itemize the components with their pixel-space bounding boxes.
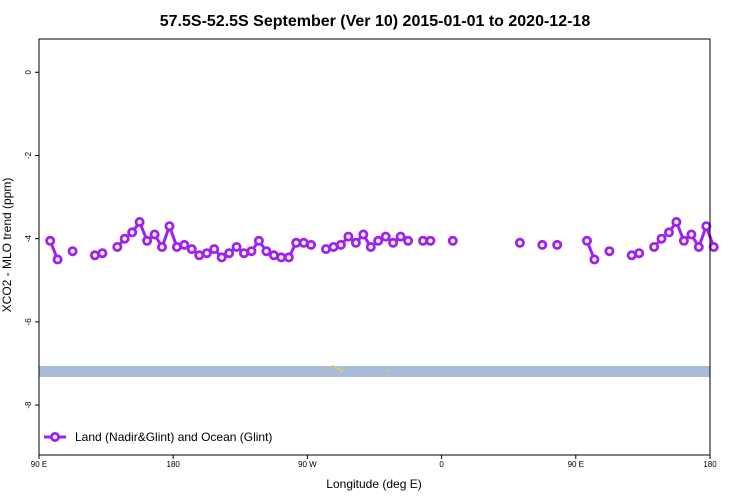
- data-point: [156, 241, 167, 252]
- x-tick-label: 180: [703, 460, 717, 469]
- x-tick-label: 180: [167, 460, 181, 469]
- data-point: [186, 244, 197, 255]
- x-tick-label: 90 W: [298, 460, 317, 469]
- legend-label: Land (Nadir&Glint) and Ocean (Glint): [75, 430, 272, 444]
- data-point: [343, 231, 354, 242]
- data-point: [261, 246, 272, 257]
- data-point: [231, 241, 242, 252]
- data-point: [335, 239, 346, 250]
- data-point: [224, 248, 235, 259]
- data-point: [552, 239, 563, 250]
- legend-marker: [50, 431, 61, 442]
- data-point: [209, 244, 220, 255]
- land-band: [39, 366, 710, 377]
- data-point: [656, 233, 667, 244]
- data-point: [425, 235, 436, 246]
- x-tick-label: 90 E: [568, 460, 584, 469]
- data-point: [395, 231, 406, 242]
- x-tick-label: 90 E: [31, 460, 47, 469]
- data-point: [678, 235, 689, 246]
- y-axis-label: XCO2 - MLO trend (ppm): [0, 178, 14, 313]
- y-tick-label: -2: [24, 151, 33, 159]
- y-tick-label: -8: [24, 401, 33, 409]
- data-point: [201, 248, 212, 259]
- data-point: [589, 254, 600, 265]
- data-point: [350, 237, 361, 248]
- data-point: [179, 239, 190, 250]
- data-point: [514, 237, 525, 248]
- plot-layer: [45, 216, 719, 265]
- data-point: [388, 237, 399, 248]
- data-point: [365, 241, 376, 252]
- data-point: [380, 231, 391, 242]
- chart-title: 57.5S-52.5S September (Ver 10) 2015-01-0…: [160, 13, 591, 30]
- y-tick-label: 0: [24, 70, 33, 75]
- data-point: [253, 235, 264, 246]
- data-point: [283, 252, 294, 263]
- data-point: [649, 241, 660, 252]
- x-axis-label: Longitude (deg E): [326, 477, 421, 491]
- data-point: [149, 229, 160, 240]
- legend: Land (Nadir&Glint) and Ocean (Glint): [44, 430, 272, 444]
- data-point: [693, 241, 704, 252]
- data-point: [127, 227, 138, 238]
- x-tick-label: 0: [439, 460, 444, 469]
- data-point: [604, 246, 615, 257]
- data-point: [134, 216, 145, 227]
- data-point: [664, 227, 675, 238]
- data-point: [671, 216, 682, 227]
- data-point: [112, 241, 123, 252]
- data-point: [246, 246, 257, 257]
- data-point: [119, 233, 130, 244]
- data-point: [686, 229, 697, 240]
- data-point: [403, 235, 414, 246]
- data-point: [708, 241, 719, 252]
- data-point: [216, 252, 227, 263]
- data-point: [358, 229, 369, 240]
- data-point: [164, 221, 175, 232]
- data-point: [45, 235, 56, 246]
- data-point: [701, 221, 712, 232]
- plot-frame: [38, 38, 711, 456]
- data-point: [238, 248, 249, 259]
- data-point: [373, 235, 384, 246]
- data-point: [582, 235, 593, 246]
- y-tick-label: -6: [24, 318, 33, 326]
- data-point: [97, 248, 108, 259]
- y-tick-label: -4: [24, 235, 33, 243]
- axes-layer: 90 E 180 90 W 0 90 E 180 0 -2 -4 -6 -8: [24, 70, 717, 469]
- data-point: [67, 246, 78, 257]
- data-point: [537, 239, 548, 250]
- data-point: [447, 235, 458, 246]
- data-point: [634, 248, 645, 259]
- data-point: [142, 235, 153, 246]
- data-point: [306, 239, 317, 250]
- data-point: [52, 254, 63, 265]
- land-dots: [331, 364, 388, 373]
